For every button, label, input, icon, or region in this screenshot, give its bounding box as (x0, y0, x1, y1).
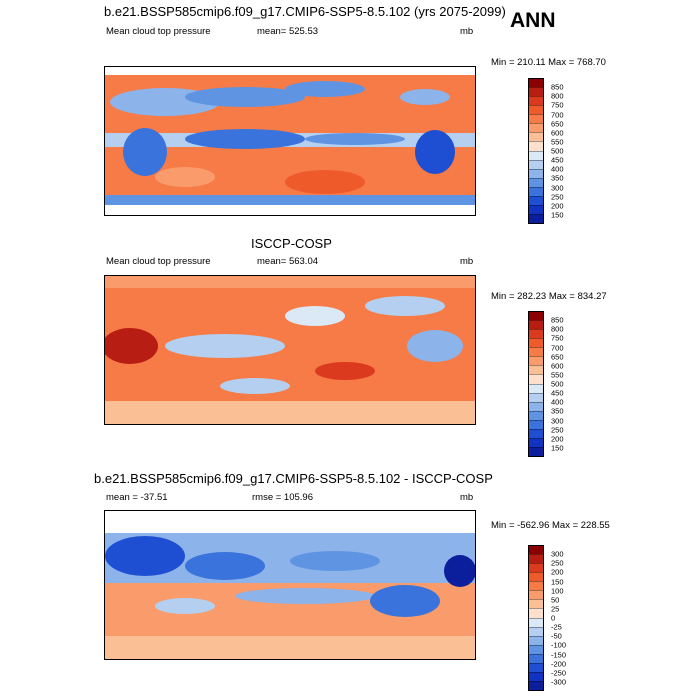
panel2-colorbar (528, 311, 544, 457)
cbar3-label: 300 (551, 549, 564, 559)
cbar2-label: 500 (551, 379, 564, 389)
cbar1-label: 850 (551, 82, 564, 92)
panel1-units: mb (460, 26, 474, 37)
cbar2-label: 300 (551, 416, 564, 425)
cbar2-label: 850 (551, 315, 564, 325)
panel3-field (105, 511, 475, 659)
model-title: b.e21.BSSP585cmip6.f09_g17.CMIP6-SSP5-8.… (104, 4, 506, 19)
cbar2-label: 450 (551, 388, 564, 398)
panel3-map (104, 510, 476, 660)
cbar1-label: 700 (551, 110, 564, 119)
panel3-mean: mean = -37.51 (106, 492, 168, 503)
panel2-title: ISCCP-COSP (251, 236, 332, 251)
cbar1-label: 300 (551, 183, 564, 192)
panel2-minmax: Min = 282.23 Max = 834.27 (491, 291, 607, 302)
cbar3-label: 50 (551, 595, 560, 605)
cbar1-label: 500 (551, 146, 564, 156)
panel2-variable: Mean cloud top pressure (106, 256, 211, 267)
panel2-map (104, 275, 476, 425)
cbar3-label: -250 (551, 668, 567, 678)
panel1-colorbar (528, 78, 544, 224)
panel1-variable: Mean cloud top pressure (106, 26, 211, 37)
cbar1-label: 350 (551, 173, 564, 183)
cbar2-label: 250 (551, 425, 564, 435)
season-label: ANN (510, 9, 556, 32)
panel3-units: mb (460, 492, 474, 503)
cbar3-label: -25 (551, 622, 562, 632)
cbar1-label: 600 (551, 128, 564, 138)
cbar3-label: -100 (551, 640, 567, 650)
cbar2-label: 550 (551, 370, 564, 380)
cbar3-label: 250 (551, 558, 564, 568)
panel2-units: mb (460, 256, 474, 267)
cbar2-label: 600 (551, 361, 564, 371)
panel1-mean: mean= 525.53 (257, 26, 319, 37)
panel3-title: b.e21.BSSP585cmip6.f09_g17.CMIP6-SSP5-8.… (94, 471, 493, 486)
cbar1-label: 750 (551, 100, 564, 110)
cbar1-label: 250 (551, 192, 564, 202)
cbar3-label: 100 (551, 586, 564, 596)
cbar1-label: 650 (551, 119, 564, 129)
panel2-mean: mean= 563.04 (257, 256, 319, 267)
cbar2-label: 800 (551, 324, 564, 334)
panel1-map (104, 66, 476, 216)
cbar1-label: 450 (551, 155, 564, 165)
panel1-field (105, 67, 475, 215)
cbar2-label: 650 (551, 352, 564, 362)
cbar2-label: 200 (551, 434, 564, 444)
cbar3-label: -200 (551, 659, 567, 669)
cbar1-label: 200 (551, 201, 564, 211)
cbar2-label: 150 (551, 443, 564, 453)
cbar1-label: 400 (551, 164, 564, 174)
cbar3-label: 0 (551, 613, 556, 623)
panel3-colorbar (528, 545, 544, 691)
cbar3-label: -150 (551, 650, 567, 659)
panel3-rmse: rmse = 105.96 (252, 492, 313, 503)
cbar3-label: 150 (551, 577, 564, 586)
cbar1-label: 550 (551, 137, 564, 147)
cbar2-label: 350 (551, 406, 564, 416)
cbar1-label: 150 (551, 210, 564, 220)
panel2-field (105, 276, 475, 424)
cbar3-label: -300 (551, 677, 567, 687)
cbar3-label: -50 (551, 631, 562, 641)
cbar3-label: 200 (551, 567, 564, 577)
cbar2-label: 700 (551, 343, 564, 352)
cbar1-label: 800 (551, 91, 564, 101)
cbar3-label: 25 (551, 604, 560, 614)
cbar2-label: 400 (551, 397, 564, 407)
cbar2-label: 750 (551, 333, 564, 343)
panel3-minmax: Min = -562.96 Max = 228.55 (491, 520, 610, 531)
panel1-minmax: Min = 210.11 Max = 768.70 (491, 57, 606, 68)
